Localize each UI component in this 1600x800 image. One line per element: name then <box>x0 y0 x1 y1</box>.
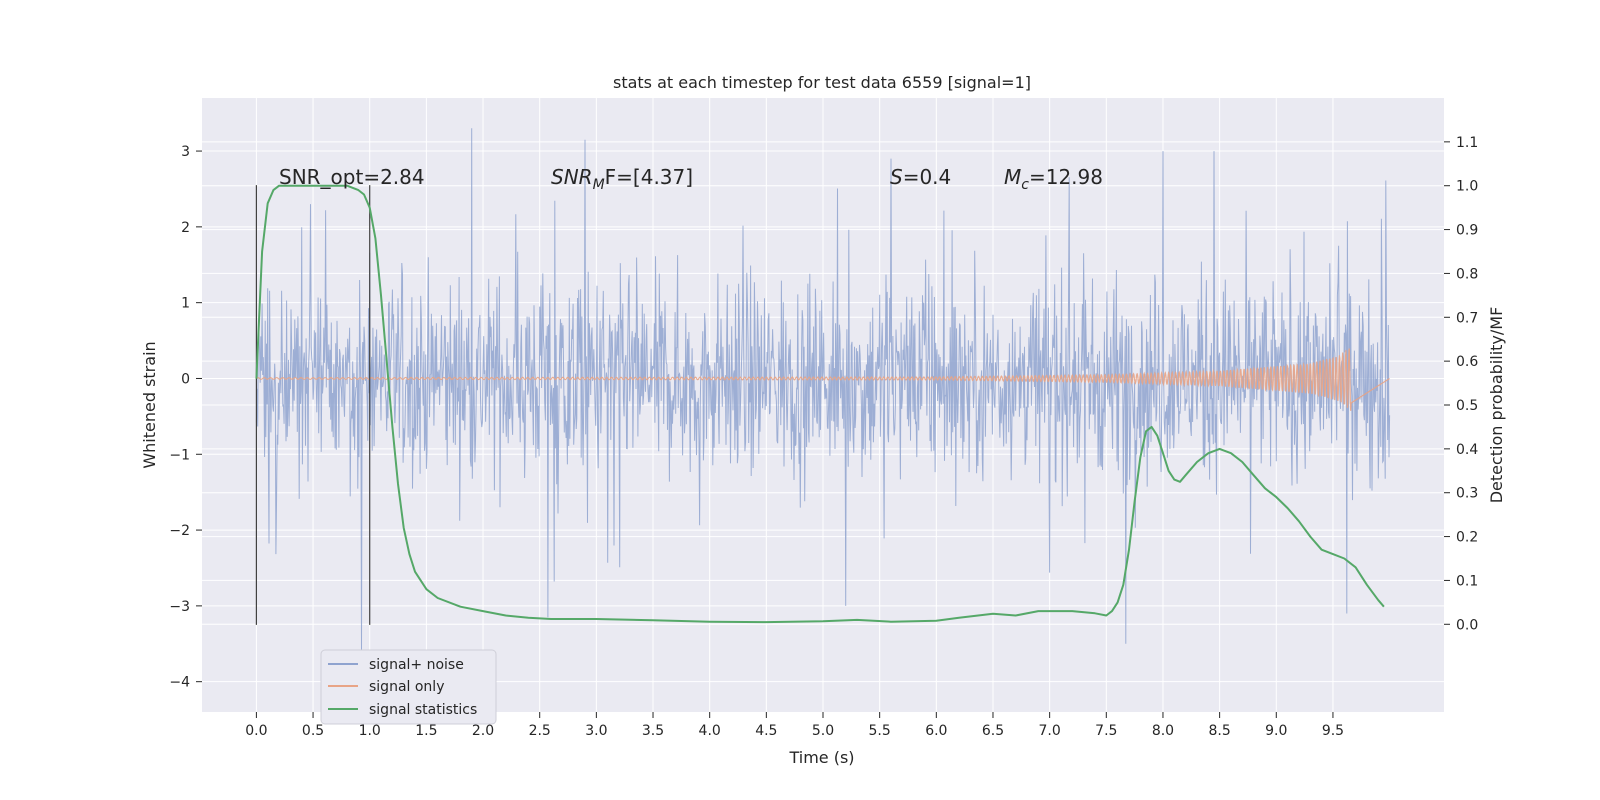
x-tick-label: 2.5 <box>529 723 551 739</box>
legend-label-signal-noise: signal+ noise <box>369 657 464 673</box>
annotation-mc-sub: c <box>1021 177 1029 193</box>
annotation-s-prefix: S <box>890 165 903 189</box>
y2-tick-label: 0.9 <box>1456 223 1478 239</box>
legend-box <box>320 649 497 725</box>
annotation-mc-prefix: M <box>1004 165 1021 189</box>
annotation-snr-mf-sub: M <box>593 177 605 193</box>
y-axis-right: 1.1 1.0 0.9 0.8 0.7 0.6 0.5 0.4 0.3 0.2 0.1 0.0 <box>1444 135 1478 633</box>
x-axis: 0.0 0.5 1.0 1.5 2.0 2.5 3.0 3.5 4.0 4.5 5.0 5.5 6.0 6… <box>245 712 1344 739</box>
x-tick-label: 7.0 <box>1039 723 1061 739</box>
y-tick-label: 3 <box>181 144 190 160</box>
y2-tick-label: 0.5 <box>1456 398 1478 414</box>
y2-tick-label: 1.0 <box>1456 179 1478 195</box>
x-tick-label: 8.0 <box>1152 723 1174 739</box>
x-axis-label: Time (s) <box>788 748 854 767</box>
y2-tick-label: 0.7 <box>1456 310 1478 326</box>
y-axis-label: Whitened strain <box>140 341 159 468</box>
x-tick-label: 5.0 <box>812 723 834 739</box>
series-signal-only <box>256 348 1390 411</box>
x-tick-label: 6.0 <box>925 723 947 739</box>
x-tick-label: 7.5 <box>1095 723 1117 739</box>
y2-tick-label: 0.6 <box>1456 354 1478 370</box>
signal-statistics-line <box>255 184 1385 624</box>
series-signal-noise <box>255 128 1391 652</box>
annotation-snr-mf: SNRMF=[4.37] <box>551 165 693 193</box>
y2-axis-label: Detection probability/MF <box>1487 307 1506 504</box>
legend-label-signal-only: signal only <box>369 679 444 695</box>
y-tick-label: −1 <box>169 447 190 463</box>
annotation-mc: Mc=12.98 <box>1004 165 1103 193</box>
x-tick-label: 8.5 <box>1208 723 1230 739</box>
y-tick-label: −4 <box>169 675 190 691</box>
annotation-s-suffix: =0.4 <box>903 165 952 189</box>
y-axis-left: 3 2 1 0 −1 −2 −3 −4 <box>169 144 202 691</box>
y2-tick-label: 0.2 <box>1456 530 1478 546</box>
x-tick-label: 3.0 <box>585 723 607 739</box>
annotation-mc-suffix: =12.98 <box>1029 165 1103 189</box>
y2-tick-label: 0.1 <box>1456 573 1478 589</box>
y-tick-label: −3 <box>169 599 190 615</box>
signal-only-line <box>256 348 1390 411</box>
y2-tick-label: 1.1 <box>1456 135 1478 151</box>
x-tick-label: 1.5 <box>415 723 437 739</box>
x-tick-label: 4.0 <box>699 723 721 739</box>
y-tick-label: 2 <box>181 220 190 236</box>
signal-noise-line <box>255 128 1391 652</box>
y2-tick-label: 0.8 <box>1456 266 1478 282</box>
x-tick-label: 0.0 <box>245 723 267 739</box>
x-tick-label: 9.5 <box>1322 723 1344 739</box>
annotation-snr-mf-suffix: F=[4.37] <box>605 165 693 189</box>
series-signal-statistics <box>255 184 1385 624</box>
annotations: SNR_opt=2.84 SNRMF=[4.37] S=0.4 Mc=12.98 <box>279 165 1103 193</box>
legend: signal+ noise signal only signal statist… <box>320 649 497 725</box>
x-tick-label: 4.5 <box>755 723 777 739</box>
x-tick-label: 3.5 <box>642 723 664 739</box>
x-tick-label: 0.5 <box>302 723 324 739</box>
y2-tick-label: 0.3 <box>1456 486 1478 502</box>
x-tick-label: 1.0 <box>359 723 381 739</box>
y2-tick-label: 0.0 <box>1456 617 1478 633</box>
x-tick-label: 5.5 <box>869 723 891 739</box>
annotation-s: S=0.4 <box>890 165 951 189</box>
x-tick-label: 9.0 <box>1265 723 1287 739</box>
y-tick-label: 1 <box>181 296 190 312</box>
y-tick-label: 0 <box>181 371 190 387</box>
y2-tick-label: 0.4 <box>1456 442 1478 458</box>
x-tick-label: 6.5 <box>982 723 1004 739</box>
vertical-markers <box>255 185 371 625</box>
y-tick-label: −2 <box>169 523 190 539</box>
annotation-snr-opt: SNR_opt=2.84 <box>279 165 425 189</box>
chart-title: stats at each timestep for test data 655… <box>613 73 1031 92</box>
legend-label-signal-statistics: signal statistics <box>369 702 477 718</box>
x-tick-label: 2.0 <box>472 723 494 739</box>
annotation-snr-mf-prefix: SNR <box>551 165 593 189</box>
